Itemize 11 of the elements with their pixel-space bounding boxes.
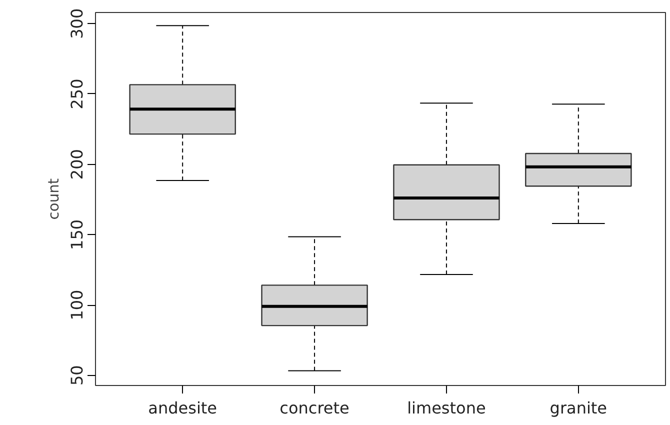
- y-tick-label: 150: [68, 219, 86, 250]
- y-axis-title: count: [46, 178, 62, 220]
- x-tick-label: granite: [550, 398, 608, 418]
- y-tick-label: 100: [68, 290, 86, 320]
- x-tick-label: andesite: [148, 398, 218, 418]
- x-tick-label: limestone: [407, 398, 486, 418]
- y-tick-label: 300: [68, 8, 86, 39]
- y-tick-label: 250: [68, 78, 86, 110]
- x-tick-label: concrete: [280, 398, 350, 418]
- y-tick-label: 50: [68, 365, 86, 386]
- y-tick-label: 200: [68, 149, 86, 180]
